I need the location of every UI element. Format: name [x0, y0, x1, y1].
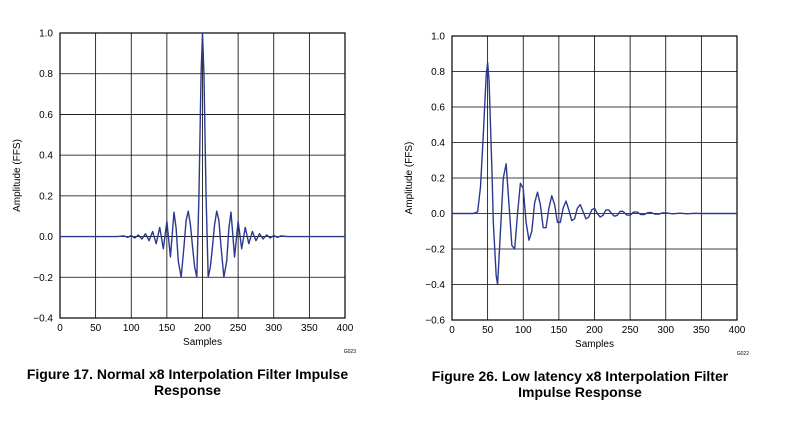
- figure-26-x-tick-label: 0: [449, 325, 455, 336]
- figure-17-y-tick-label: 0.8: [39, 69, 53, 80]
- figure-26-y-tick-label: −0.2: [425, 245, 445, 256]
- figure-17-y-axis-label: Amplitude (FFS): [12, 139, 23, 212]
- figure-26-y-tick-label: 0.6: [431, 103, 445, 114]
- figure-26-x-tick-label: 100: [515, 325, 532, 336]
- figure-17-x-tick-label: 150: [159, 323, 176, 334]
- figure-26-x-axis-label: Samples: [575, 339, 614, 350]
- figure-17-x-tick-label: 0: [57, 323, 63, 334]
- figure-26-x-tick-label: 150: [551, 325, 568, 336]
- figure-26-plot-frame: [451, 35, 738, 321]
- figure-26-code-label: G022: [737, 351, 749, 357]
- figure-17-caption: Figure 17. Normal x8 Interpolation Filte…: [0, 366, 375, 398]
- figure-17-y-tick-label: 0.6: [39, 110, 53, 121]
- figure-26-y-tick-label: −0.4: [425, 280, 445, 291]
- figure-26-y-tick-label: 0.8: [431, 67, 445, 78]
- figure-17-y-tick-label: −0.4: [33, 314, 53, 325]
- figure-17-y-tick-label: −0.2: [33, 273, 53, 284]
- figure-26-y-axis-label: Amplitude (FFS): [404, 142, 415, 215]
- figure-17-x-tick-label: 100: [123, 323, 140, 334]
- figure-17-y-tick-label: 0.4: [39, 151, 53, 162]
- figure-17-x-tick-label: 350: [301, 323, 318, 334]
- figure-17-x-tick-label: 250: [230, 323, 247, 334]
- figure-26-x-tick-label: 300: [657, 325, 674, 336]
- figure-17-y-tick-label: 0.0: [39, 232, 53, 243]
- figure-17-x-tick-label: 400: [337, 323, 354, 334]
- figure-26-x-tick-label: 50: [482, 325, 494, 336]
- figure-26-caption: Figure 26. Low latency x8 Interpolation …: [400, 368, 760, 400]
- figure-26-y-tick-label: −0.6: [425, 316, 445, 327]
- figure-26-caption-line1: Figure 26. Low latency x8 Interpolation …: [431, 368, 729, 384]
- figure-26-chart: 0 50 100 150 200 250 300 350 400 1.0 0.8 0.6 0.4 0.2 0…: [404, 32, 749, 358]
- figure-17-x-tick-label: 300: [265, 323, 282, 334]
- figure-26-series-line: [452, 61, 737, 286]
- figure-26-y-tick-label: 0.4: [431, 138, 445, 149]
- figure-17-caption-line1: Figure 17. Normal x8 Interpolation Filte…: [26, 366, 349, 382]
- figure-26-x-tick-label: 250: [622, 325, 639, 336]
- figure-26-y-tick-label: 0.0: [431, 209, 445, 220]
- figure-17-code-label: G023: [344, 349, 356, 355]
- figure-17-x-axis-label: Samples: [183, 337, 222, 348]
- figure-26-x-tick-label: 350: [693, 325, 710, 336]
- figure-17-x-tick-label: 200: [194, 323, 211, 334]
- figure-26-x-tick-label: 400: [729, 325, 746, 336]
- figure-26-caption-line2: Impulse Response: [518, 384, 642, 400]
- figure-17-chart: 0 50 100 150 200 250 300 350 400 1.0 0.8 0.6 0.4 0.2 0…: [12, 29, 356, 356]
- figure-26-y-tick-label: 0.2: [431, 174, 445, 185]
- figure-17-caption-line2: Response: [154, 382, 221, 398]
- figure-17-x-tick-label: 50: [90, 323, 102, 334]
- figure-17-y-tick-label: 0.2: [39, 191, 53, 202]
- figure-26-x-tick-label: 200: [586, 325, 603, 336]
- figure-26-y-tick-label: 1.0: [431, 32, 445, 43]
- figure-17-series-line: [60, 32, 345, 278]
- figure-17-y-tick-label: 1.0: [39, 29, 53, 40]
